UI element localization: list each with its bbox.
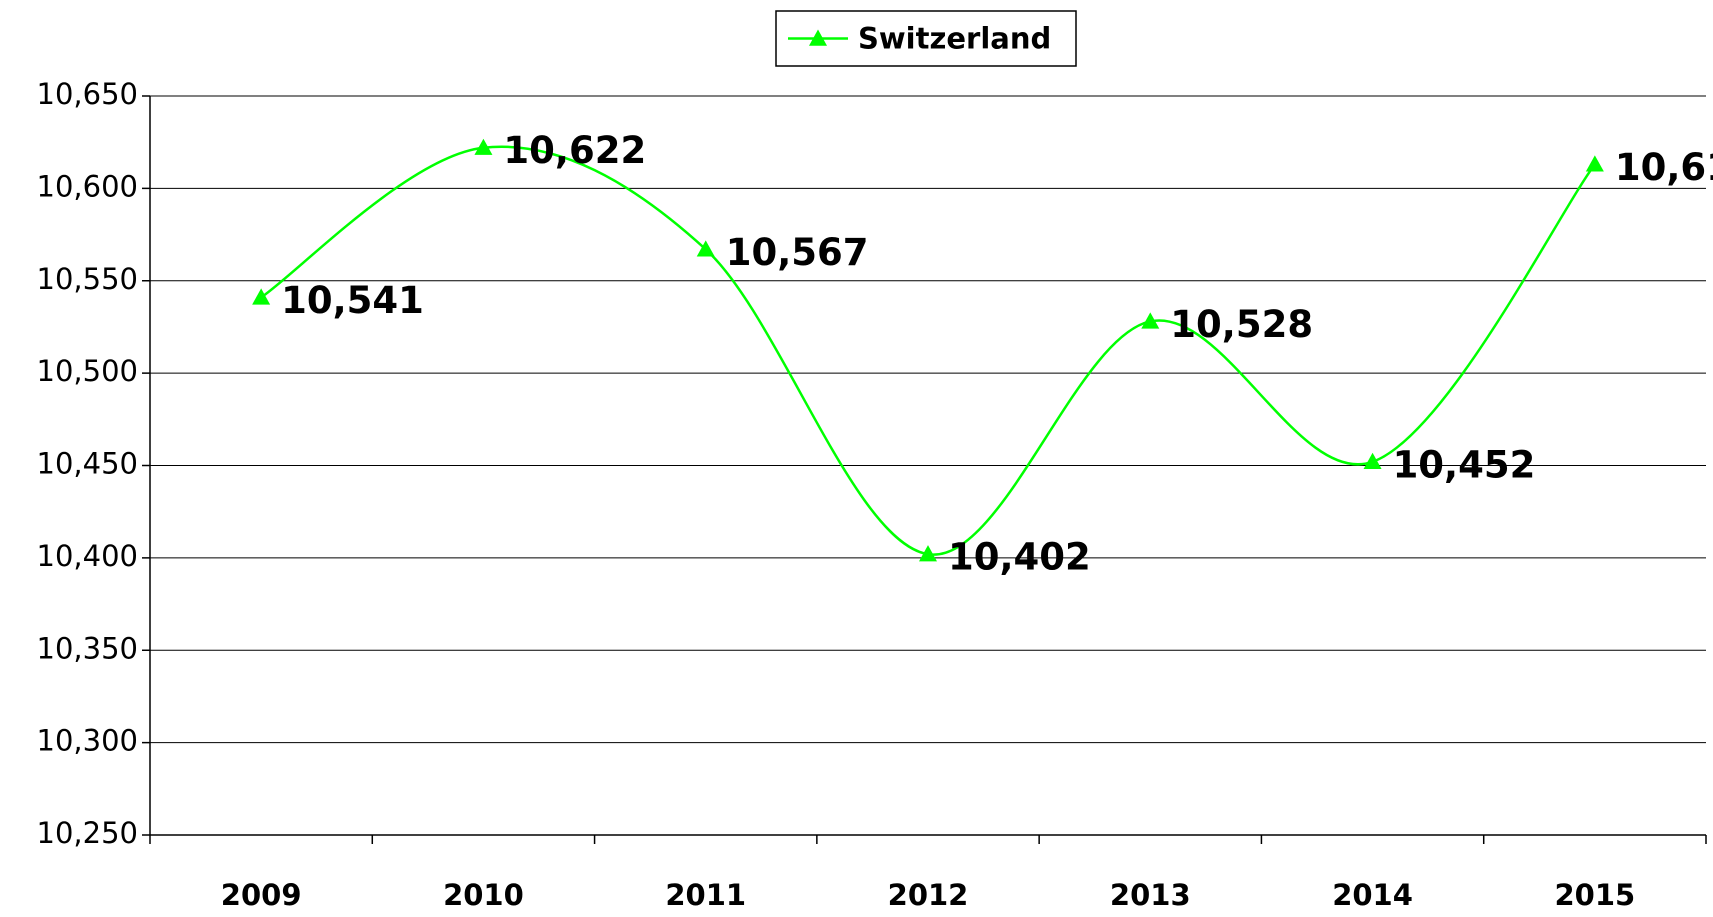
y-tick-label: 10,450 bbox=[37, 447, 138, 481]
x-tick-label: 2011 bbox=[665, 878, 746, 912]
data-label: 10,528 bbox=[1170, 303, 1313, 346]
x-tick-label: 2015 bbox=[1554, 878, 1635, 912]
legend-label: Switzerland bbox=[858, 22, 1051, 56]
y-tick-label: 10,400 bbox=[37, 539, 138, 573]
data-label: 10,452 bbox=[1393, 443, 1536, 486]
marker bbox=[1363, 452, 1382, 470]
x-tick-label: 2009 bbox=[221, 878, 302, 912]
data-label: 10,613 bbox=[1615, 146, 1713, 189]
marker bbox=[1585, 155, 1604, 172]
y-tick-label: 10,350 bbox=[37, 631, 138, 665]
marker bbox=[252, 288, 271, 305]
y-tick-label: 10,300 bbox=[37, 724, 138, 758]
x-tick-label: 2013 bbox=[1110, 878, 1191, 912]
y-tick-label: 10,650 bbox=[37, 77, 138, 111]
y-tick-label: 10,600 bbox=[37, 169, 138, 203]
marker bbox=[919, 545, 937, 562]
x-tick-label: 2014 bbox=[1332, 878, 1413, 912]
marker bbox=[474, 138, 493, 155]
legend-marker bbox=[809, 29, 827, 46]
x-tick-label: 2010 bbox=[443, 878, 524, 912]
marker bbox=[696, 240, 715, 257]
data-label: 10,622 bbox=[503, 129, 646, 172]
y-tick-label: 10,250 bbox=[37, 816, 138, 850]
data-label: 10,567 bbox=[726, 231, 869, 274]
y-tick-label: 10,550 bbox=[37, 262, 138, 296]
x-tick-label: 2012 bbox=[888, 878, 969, 912]
y-tick-label: 10,500 bbox=[37, 354, 138, 388]
data-label: 10,402 bbox=[948, 536, 1091, 579]
marker bbox=[1141, 312, 1160, 329]
line bbox=[260, 145, 1596, 556]
data-label: 10,541 bbox=[281, 279, 424, 322]
